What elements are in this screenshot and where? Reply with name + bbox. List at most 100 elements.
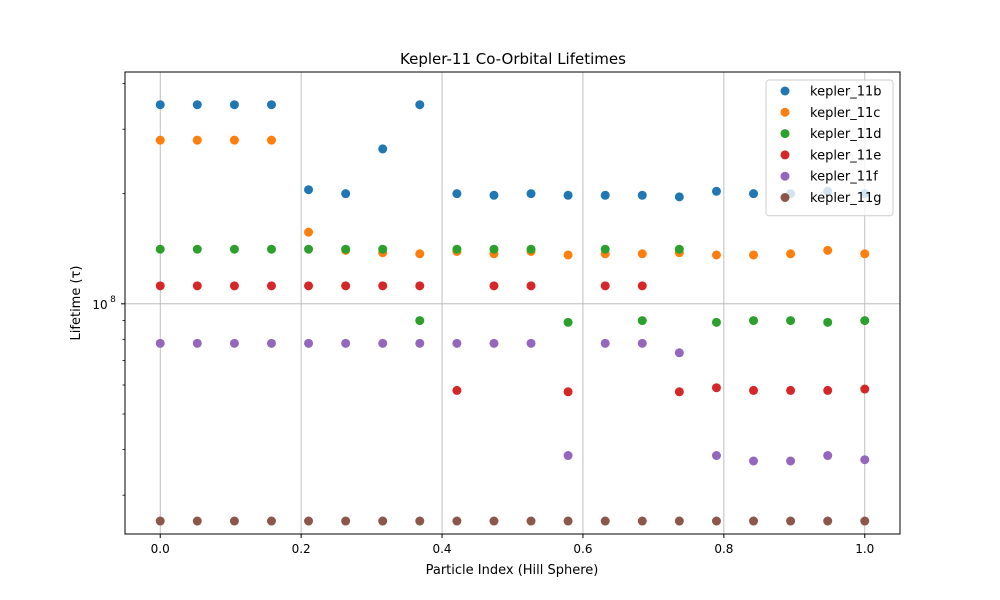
data-point-kepler_11e (563, 387, 573, 397)
data-point-kepler_11c (860, 249, 870, 259)
data-point-kepler_11f (674, 348, 684, 358)
data-point-kepler_11d (415, 316, 425, 326)
data-point-kepler_11f (266, 338, 276, 348)
data-point-kepler_11g (786, 516, 796, 526)
data-point-kepler_11b (229, 100, 239, 110)
data-point-kepler_11d (674, 244, 684, 254)
y-tick-label: 10 (92, 298, 107, 312)
data-point-kepler_11g (749, 516, 759, 526)
data-point-kepler_11c (637, 249, 647, 259)
data-point-kepler_11f (192, 338, 202, 348)
data-point-kepler_11d (489, 244, 499, 254)
data-point-kepler_11e (711, 383, 721, 393)
axis-ticks: 0.0 0.2 0.4 0.6 0.8 1.0 10 8 (92, 83, 874, 556)
legend-marker-kepler_11e (780, 150, 790, 160)
x-tick-label: 0.0 (151, 542, 170, 556)
data-point-kepler_11b (600, 190, 610, 200)
data-point-kepler_11d (749, 316, 759, 326)
x-tick-label: 0.4 (432, 542, 451, 556)
data-point-kepler_11e (823, 385, 833, 395)
data-point-kepler_11g (637, 516, 647, 526)
data-point-kepler_11g (489, 516, 499, 526)
data-point-kepler_11e (341, 281, 351, 291)
data-point-kepler_11b (192, 100, 202, 110)
data-point-kepler_11b (674, 192, 684, 202)
data-point-kepler_11e (526, 281, 536, 291)
data-point-kepler_11f (452, 338, 462, 348)
data-point-kepler_11b (749, 189, 759, 199)
data-point-kepler_11g (341, 516, 351, 526)
data-point-kepler_11f (155, 338, 165, 348)
data-point-kepler_11b (489, 190, 499, 200)
data-point-kepler_11e (749, 385, 759, 395)
x-tick-label: 0.2 (292, 542, 311, 556)
data-point-kepler_11e (786, 385, 796, 395)
data-point-kepler_11f (563, 451, 573, 461)
data-point-kepler_11d (266, 244, 276, 254)
data-point-kepler_11e (637, 281, 647, 291)
legend-label-kepler_11f: kepler_11f (810, 170, 878, 185)
data-point-kepler_11e (452, 385, 462, 395)
data-point-kepler_11f (415, 338, 425, 348)
data-point-kepler_11d (600, 244, 610, 254)
data-point-kepler_11g (674, 516, 684, 526)
data-point-kepler_11d (786, 316, 796, 326)
data-point-kepler_11g (266, 516, 276, 526)
data-point-kepler_11f (304, 338, 314, 348)
data-point-kepler_11e (860, 384, 870, 394)
data-point-kepler_11g (823, 516, 833, 526)
data-point-kepler_11g (860, 516, 870, 526)
data-point-kepler_11f (229, 338, 239, 348)
data-point-kepler_11d (341, 244, 351, 254)
data-point-kepler_11g (378, 516, 388, 526)
data-point-kepler_11f (786, 456, 796, 466)
data-point-kepler_11c (823, 245, 833, 255)
data-point-kepler_11e (415, 281, 425, 291)
data-point-kepler_11d (711, 317, 721, 327)
data-point-kepler_11g (600, 516, 610, 526)
legend-marker-kepler_11b (780, 86, 790, 96)
data-point-kepler_11f (637, 338, 647, 348)
data-point-kepler_11c (711, 250, 721, 260)
legend-label-kepler_11e: kepler_11e (810, 148, 881, 163)
data-point-kepler_11e (674, 387, 684, 397)
data-point-kepler_11g (711, 516, 721, 526)
data-point-kepler_11f (341, 338, 351, 348)
data-point-kepler_11b (341, 189, 351, 199)
legend-marker-kepler_11d (780, 129, 790, 139)
data-point-kepler_11e (304, 281, 314, 291)
data-point-kepler_11b (452, 189, 462, 199)
data-point-kepler_11c (192, 135, 202, 145)
data-point-kepler_11f (823, 451, 833, 461)
data-point-kepler_11b (526, 189, 536, 199)
legend-box (765, 79, 894, 217)
data-point-kepler_11d (304, 244, 314, 254)
data-point-kepler_11e (489, 281, 499, 291)
legend-label-kepler_11d: kepler_11d (810, 127, 882, 142)
data-point-kepler_11f (860, 455, 870, 465)
data-point-kepler_11b (304, 185, 314, 195)
legend: kepler_11b kepler_11c kepler_11d kepler_11e… (765, 79, 894, 217)
data-point-kepler_11g (192, 516, 202, 526)
x-tick-label: 0.8 (714, 542, 733, 556)
data-point-kepler_11c (266, 135, 276, 145)
data-point-kepler_11b (637, 190, 647, 200)
legend-marker-kepler_11g (780, 193, 790, 202)
data-point-kepler_11b (155, 100, 165, 110)
data-point-kepler_11e (266, 281, 276, 291)
data-point-kepler_11d (637, 316, 647, 326)
legend-label-kepler_11b: kepler_11b (810, 85, 882, 100)
data-point-kepler_11f (526, 338, 536, 348)
data-point-kepler_11g (155, 516, 165, 526)
x-tick-label: 0.6 (573, 542, 592, 556)
data-point-kepler_11d (378, 244, 388, 254)
legend-label-kepler_11c: kepler_11c (810, 106, 880, 121)
data-point-kepler_11e (155, 281, 165, 291)
legend-marker-kepler_11c (780, 107, 790, 117)
data-point-kepler_11d (823, 317, 833, 327)
legend-marker-kepler_11f (780, 171, 790, 181)
data-point-kepler_11d (229, 244, 239, 254)
data-point-kepler_11f (600, 338, 610, 348)
data-point-kepler_11c (155, 135, 165, 145)
